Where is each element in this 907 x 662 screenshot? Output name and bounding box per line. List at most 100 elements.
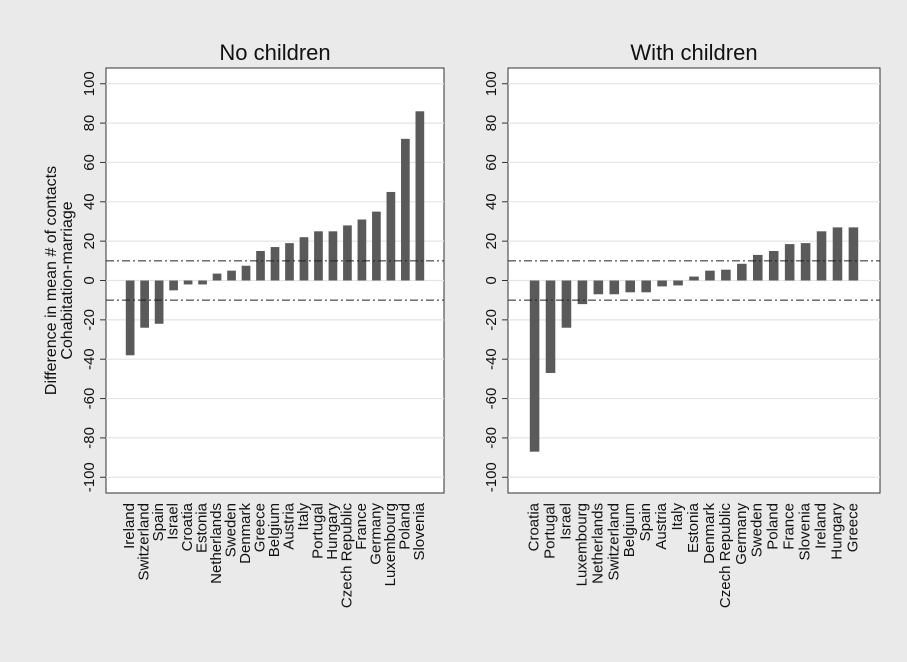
bar — [832, 227, 843, 281]
bar — [561, 280, 572, 328]
y-tick-label: -20 — [483, 309, 500, 331]
x-tick-label: Belgium — [621, 503, 638, 557]
x-tick-label: Czech Republic — [338, 503, 355, 609]
x-tick-label: Denmark — [701, 503, 718, 564]
y-axis-label: Cohabitation-marriage — [59, 201, 76, 359]
y-tick-label: 40 — [81, 193, 98, 210]
bar — [657, 280, 667, 287]
bar — [689, 276, 699, 281]
bar — [641, 280, 651, 293]
x-tick-label: Poland — [396, 503, 413, 550]
x-tick-label: Ireland — [813, 503, 830, 549]
y-tick-label: 60 — [81, 154, 98, 171]
panel-title: With children — [630, 40, 757, 65]
bar — [816, 231, 827, 281]
y-tick-label: -100 — [483, 462, 500, 492]
x-tick-label: Switzerland — [605, 503, 622, 581]
bar — [256, 250, 265, 281]
bar — [386, 191, 396, 281]
x-tick-label: Italy — [295, 503, 312, 531]
bar — [357, 219, 367, 281]
y-tick-label: 0 — [483, 276, 500, 284]
x-tick-label: Portugal — [541, 503, 558, 559]
bar — [125, 280, 135, 356]
bar — [625, 280, 636, 293]
x-tick-label: Hungary — [828, 503, 845, 560]
y-tick-label: 100 — [483, 71, 500, 96]
y-tick-label: 100 — [81, 71, 98, 96]
y-tick-label: -100 — [81, 462, 98, 492]
bar — [401, 138, 410, 281]
x-tick-label: Czech Republic — [717, 503, 734, 609]
x-tick-label: Sweden — [223, 503, 240, 557]
bar — [545, 280, 556, 373]
y-tick-label: -40 — [483, 348, 500, 370]
y-tick-label: 20 — [483, 233, 500, 250]
y-tick-label: 60 — [483, 154, 500, 171]
bar — [784, 244, 795, 281]
x-tick-label: Belgium — [266, 503, 283, 557]
x-tick-label: Greece — [251, 503, 268, 552]
bar — [343, 225, 352, 281]
x-tick-label: Germany — [733, 503, 750, 565]
bar — [752, 254, 763, 281]
bar — [169, 280, 178, 291]
x-tick-label: Netherlands — [589, 503, 606, 584]
bar — [737, 263, 747, 281]
bar — [673, 280, 683, 286]
bar — [227, 270, 236, 281]
bar — [768, 250, 779, 281]
bar — [529, 280, 540, 452]
bar — [609, 280, 620, 295]
bar — [198, 280, 207, 285]
x-tick-label: Estonia — [194, 502, 211, 553]
x-tick-label: Estonia — [685, 502, 702, 553]
x-tick-label: Croatia — [179, 502, 196, 551]
bar — [270, 247, 280, 281]
x-tick-label: France — [781, 503, 798, 550]
bar — [314, 231, 323, 281]
bar — [183, 280, 193, 285]
y-tick-label: -40 — [81, 348, 98, 370]
x-tick-label: Austria — [280, 502, 297, 549]
x-tick-label: Israel — [165, 503, 182, 540]
x-tick-label: Netherlands — [208, 503, 225, 584]
x-tick-label: Sweden — [749, 503, 766, 557]
y-tick-label: 0 — [81, 276, 98, 284]
y-tick-label: 40 — [483, 193, 500, 210]
x-tick-label: Luxembourg — [382, 503, 399, 586]
y-tick-label: -80 — [81, 427, 98, 449]
x-tick-label: Luxembourg — [573, 503, 590, 586]
x-tick-label: Spain — [637, 503, 654, 541]
x-tick-label: Poland — [765, 503, 782, 550]
y-axis-label: Difference in mean # of contacts — [43, 166, 60, 395]
y-tick-label: 20 — [81, 233, 98, 250]
y-tick-label: -20 — [81, 309, 98, 331]
y-tick-label: -60 — [483, 388, 500, 410]
x-tick-label: Greece — [844, 503, 861, 552]
x-tick-label: Croatia — [526, 502, 543, 551]
x-tick-label: Slovenia — [411, 502, 428, 560]
y-tick-label: 80 — [81, 115, 98, 132]
x-tick-label: Ireland — [121, 503, 138, 549]
bar — [800, 243, 811, 281]
bar — [415, 111, 425, 281]
x-tick-label: Portugal — [309, 503, 326, 559]
bar — [577, 280, 588, 305]
bar — [848, 227, 859, 281]
bar — [721, 269, 731, 281]
x-tick-label: Israel — [557, 503, 574, 540]
bar — [154, 280, 164, 324]
bar — [328, 231, 338, 281]
bar — [140, 280, 149, 328]
bar — [212, 273, 222, 281]
x-tick-label: Slovenia — [797, 502, 814, 560]
x-tick-label: France — [353, 503, 370, 550]
x-tick-label: Switzerland — [136, 503, 153, 581]
x-tick-label: Spain — [150, 503, 167, 541]
bar — [285, 243, 294, 281]
x-tick-label: Denmark — [237, 503, 254, 564]
y-tick-label: -60 — [81, 388, 98, 410]
x-tick-label: Italy — [669, 503, 686, 531]
